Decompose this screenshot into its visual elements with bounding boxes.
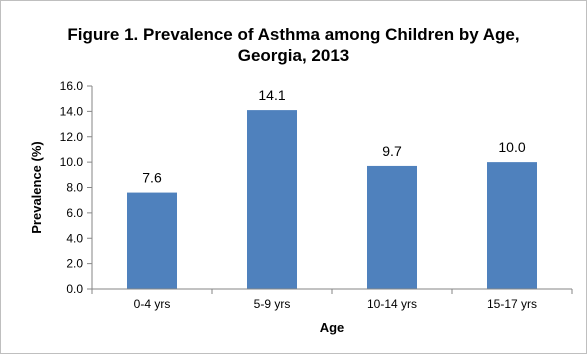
bar (487, 162, 537, 289)
chart-title-line-1: Figure 1. Prevalence of Asthma among Chi… (67, 25, 520, 44)
y-tick-label: 14.0 (60, 104, 84, 118)
y-axis-label: Prevalence (%) (29, 141, 44, 234)
x-tick-label: 0-4 yrs (134, 297, 171, 311)
y-tick-label: 6.0 (66, 206, 83, 220)
data-label: 7.6 (142, 170, 162, 186)
x-tick-label: 10-14 yrs (367, 297, 417, 311)
bar (367, 165, 417, 289)
y-tick-label: 10.0 (60, 155, 84, 169)
y-tick-label: 8.0 (66, 181, 83, 195)
y-tick-label: 4.0 (66, 231, 83, 245)
x-tick-label: 5-9 yrs (254, 297, 291, 311)
bar (247, 110, 297, 289)
bar (127, 192, 177, 289)
data-label: 14.1 (258, 87, 285, 103)
x-tick-label: 15-17 yrs (487, 297, 537, 311)
y-tick-label: 16.0 (60, 79, 84, 93)
y-tick-label: 12.0 (60, 130, 84, 144)
chart-title-line-2: Georgia, 2013 (237, 46, 350, 65)
data-label: 9.7 (382, 143, 402, 159)
y-tick-label: 0.0 (66, 282, 83, 296)
y-tick-label: 2.0 (66, 257, 83, 271)
chart-title: Figure 1. Prevalence of Asthma among Chi… (0, 24, 587, 66)
x-axis-label: Age (320, 320, 345, 335)
data-label: 10.0 (498, 139, 525, 155)
